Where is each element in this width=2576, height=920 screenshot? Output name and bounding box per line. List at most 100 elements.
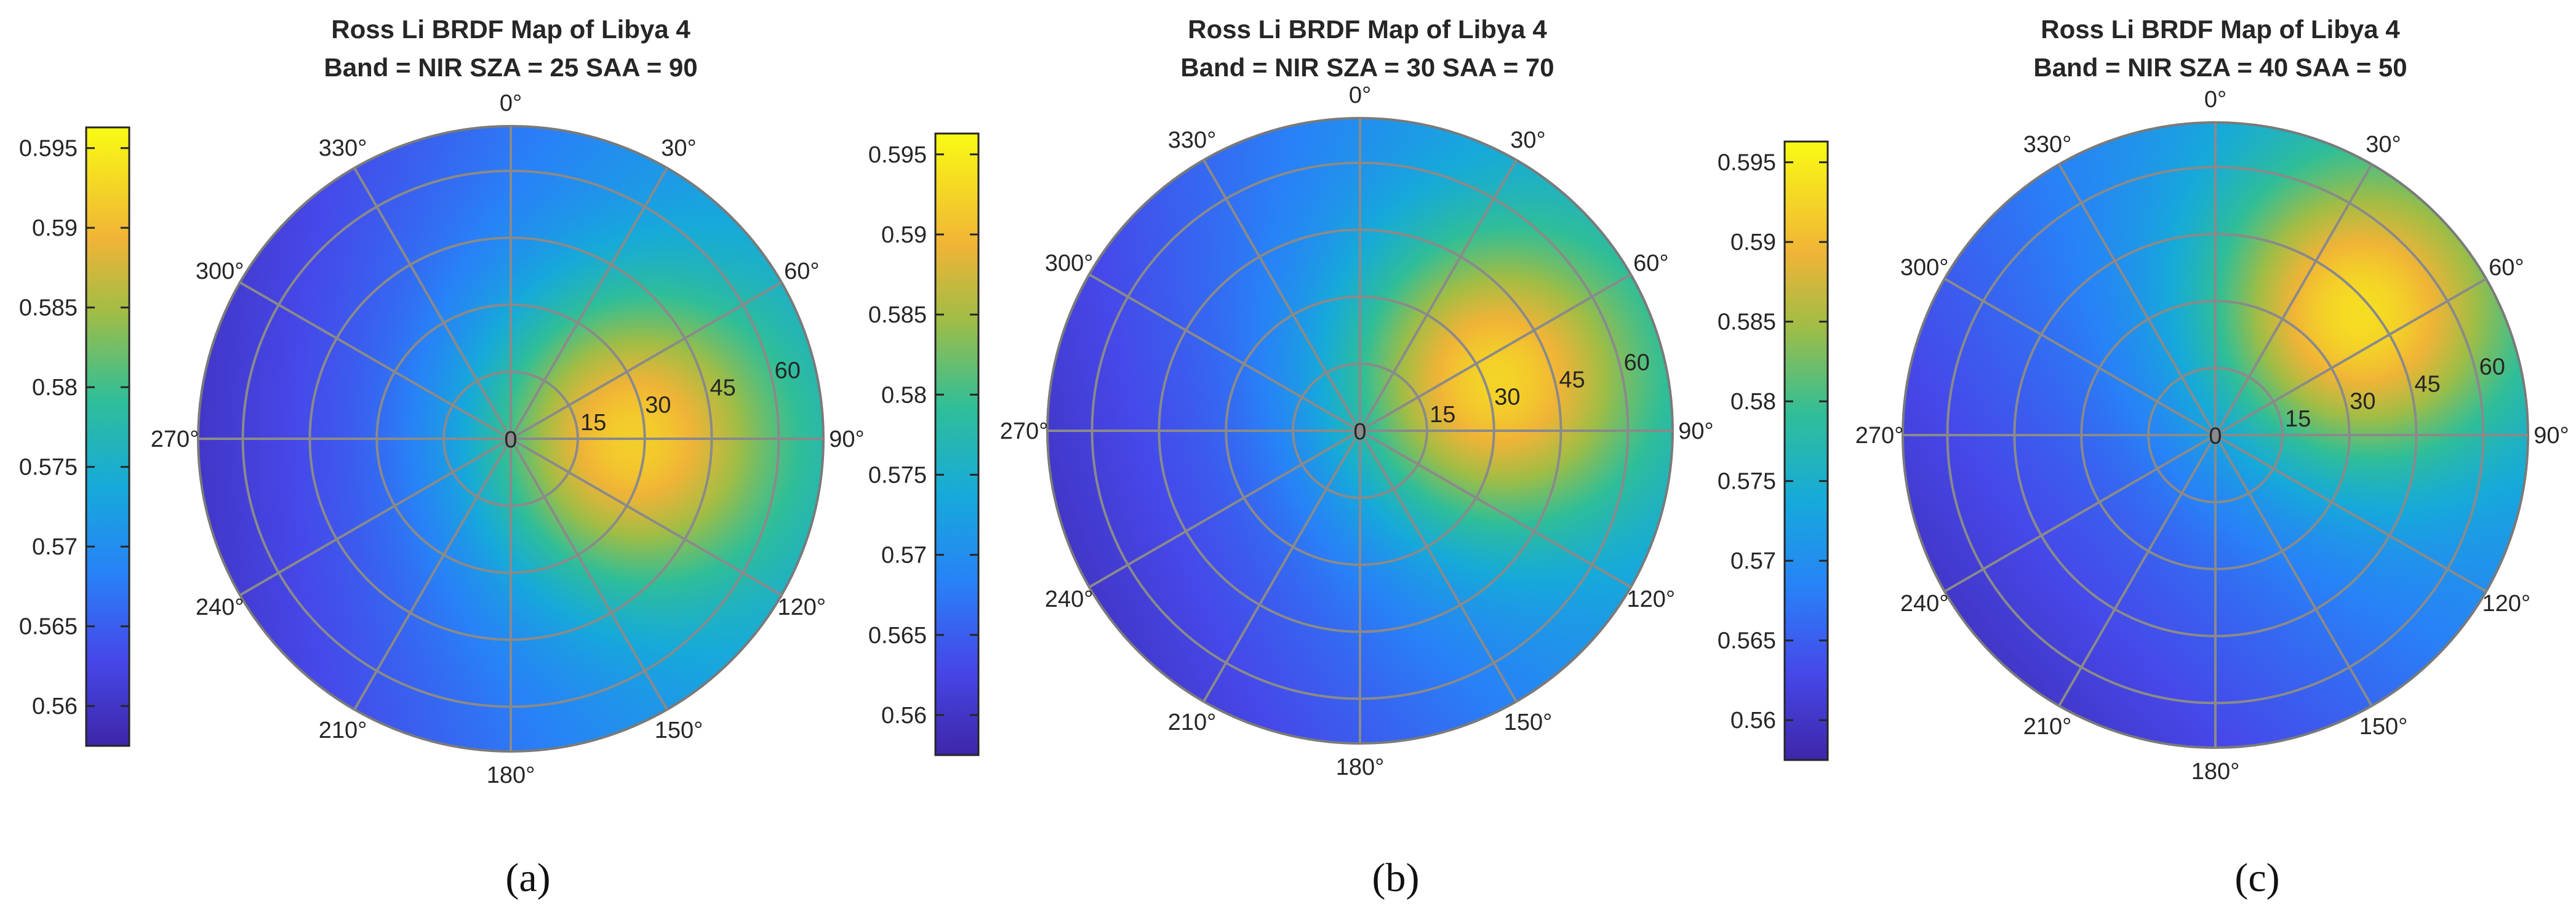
angular-grid-spoke (353, 438, 512, 710)
angular-tick-label: 60° (2489, 255, 2524, 281)
angular-tick-label: 120° (2482, 591, 2531, 617)
angular-tick-label: 330° (319, 135, 367, 161)
angular-grid-spoke (1944, 434, 2216, 593)
angular-grid-spoke (1359, 430, 1518, 702)
angular-grid-spoke (1359, 430, 1631, 588)
chart-subtitle: Band = NIR SZA = 30 SAA = 70 (1180, 53, 1554, 82)
angular-grid-spoke (2214, 164, 2373, 436)
panel-1: Ross Li BRDF Map of Libya 4 Band = NIR SZ… (19, 15, 865, 900)
angular-tick-label: 240° (196, 594, 244, 620)
colorbar-tick-label: 0.58 (881, 382, 927, 408)
angular-grid-spoke (1089, 430, 1361, 588)
angular-tick-label: 150° (1504, 710, 1553, 735)
radial-tick-label: 0 (2209, 423, 2222, 449)
panel-caption: (a) (505, 855, 550, 900)
colorbar-tick-label: 0.575 (1718, 469, 1776, 495)
radial-tick-label: 45 (1559, 367, 1585, 393)
angular-grid-spoke (510, 438, 782, 596)
colorbar-tick-label: 0.565 (868, 623, 927, 649)
colorbar-tick-label: 0.595 (19, 136, 78, 162)
angular-tick-label: 0° (1349, 82, 1371, 108)
angular-tick-label: 180° (487, 762, 535, 788)
angular-tick-label: 30° (2366, 132, 2401, 158)
angular-tick-label: 0° (500, 90, 522, 116)
angular-tick-label: 180° (2191, 759, 2240, 785)
angular-grid-spoke (2058, 164, 2217, 436)
angular-grid-spoke (1202, 159, 1361, 431)
panel-3: Ross Li BRDF Map of Libya 4 Band = NIR SZ… (1718, 15, 2569, 900)
angular-grid-spoke (1359, 159, 1518, 431)
radial-tick-label: 15 (2285, 406, 2311, 432)
colorbar-tick-label: 0.595 (1718, 150, 1776, 176)
angular-grid-spoke (239, 438, 511, 596)
angular-tick-label: 90° (829, 426, 864, 452)
radial-tick-label: 15 (1430, 402, 1455, 428)
radial-tick-label: 45 (710, 375, 735, 401)
angular-tick-label: 90° (1678, 418, 1713, 444)
colorbar-tick-label: 0.58 (32, 375, 78, 401)
colorbar-tick-label: 0.565 (19, 614, 78, 640)
angular-grid-spoke (239, 281, 511, 440)
radial-tick-label: 45 (2414, 371, 2440, 397)
colorbar-tick-label: 0.59 (32, 215, 78, 241)
angular-grid-spoke (2214, 434, 2373, 706)
colorbar-tick-label: 0.585 (19, 295, 78, 321)
panel-caption: (c) (2234, 855, 2279, 900)
colorbar-tick-label: 0.56 (1730, 708, 1776, 734)
angular-tick-label: 120° (778, 594, 826, 620)
angular-tick-label: 60° (1633, 250, 1668, 276)
angular-grid-spoke (353, 167, 512, 439)
colorbar-tick-label: 0.575 (19, 455, 78, 481)
colorbar-tick-label: 0.57 (881, 543, 927, 569)
angular-tick-label: 150° (2359, 714, 2408, 740)
angular-tick-label: 120° (1627, 586, 1676, 612)
colorbar-tick-label: 0.59 (1730, 230, 1776, 255)
angular-tick-label: 300° (196, 258, 244, 284)
angular-tick-label: 210° (319, 718, 367, 743)
angular-tick-label: 210° (1168, 710, 1217, 735)
colorbar-tick-label: 0.58 (1730, 389, 1776, 415)
colorbar-tick-label: 0.595 (868, 142, 927, 168)
angular-grid-spoke (1944, 278, 2216, 436)
colorbar-tick-label: 0.56 (32, 694, 78, 719)
chart-title: Ross Li BRDF Map of Libya 4 (1188, 15, 1547, 44)
chart-subtitle: Band = NIR SZA = 40 SAA = 50 (2033, 53, 2407, 82)
radial-tick-label: 0 (504, 427, 517, 453)
angular-tick-label: 210° (2023, 714, 2072, 740)
chart-title: Ross Li BRDF Map of Libya 4 (331, 15, 690, 44)
panel-caption: (b) (1372, 855, 1420, 900)
angular-tick-label: 0° (2204, 87, 2226, 113)
angular-tick-label: 300° (1900, 255, 1949, 281)
angular-tick-label: 30° (1510, 127, 1545, 153)
radial-tick-label: 0 (1353, 419, 1366, 445)
angular-grid-spoke (510, 281, 782, 440)
angular-grid-spoke (2215, 434, 2487, 593)
colorbar (1783, 140, 1829, 761)
angular-grid-spoke (1359, 273, 1631, 432)
angular-grid-spoke (510, 438, 668, 710)
colorbar-tick-label: 0.585 (868, 302, 927, 328)
angular-tick-label: 30° (661, 135, 696, 161)
angular-tick-label: 180° (1336, 754, 1385, 780)
radial-tick-label: 60 (775, 358, 801, 383)
angular-tick-label: 270° (1855, 423, 1904, 449)
radial-tick-label: 30 (645, 393, 671, 418)
radial-tick-label: 60 (2479, 354, 2505, 380)
angular-tick-label: 270° (151, 426, 199, 452)
angular-tick-label: 240° (1900, 591, 1949, 617)
radial-tick-label: 15 (580, 410, 606, 436)
radial-tick-label: 30 (2350, 389, 2375, 415)
panel-2: Ross Li BRDF Map of Libya 4 Band = NIR SZ… (868, 15, 1714, 900)
angular-tick-label: 270° (1000, 418, 1049, 444)
colorbar-tick-label: 0.57 (1730, 548, 1776, 574)
radial-tick-label: 60 (1624, 350, 1650, 375)
colorbar-tick-label: 0.585 (1718, 310, 1776, 335)
colorbar-tick-label: 0.59 (881, 222, 927, 248)
angular-grid-spoke (1202, 430, 1361, 702)
radial-tick-label: 30 (1494, 385, 1520, 410)
angular-tick-label: 60° (784, 258, 819, 284)
angular-tick-label: 300° (1045, 250, 1094, 276)
angular-tick-label: 90° (2534, 423, 2569, 449)
angular-tick-label: 330° (1168, 127, 1217, 153)
